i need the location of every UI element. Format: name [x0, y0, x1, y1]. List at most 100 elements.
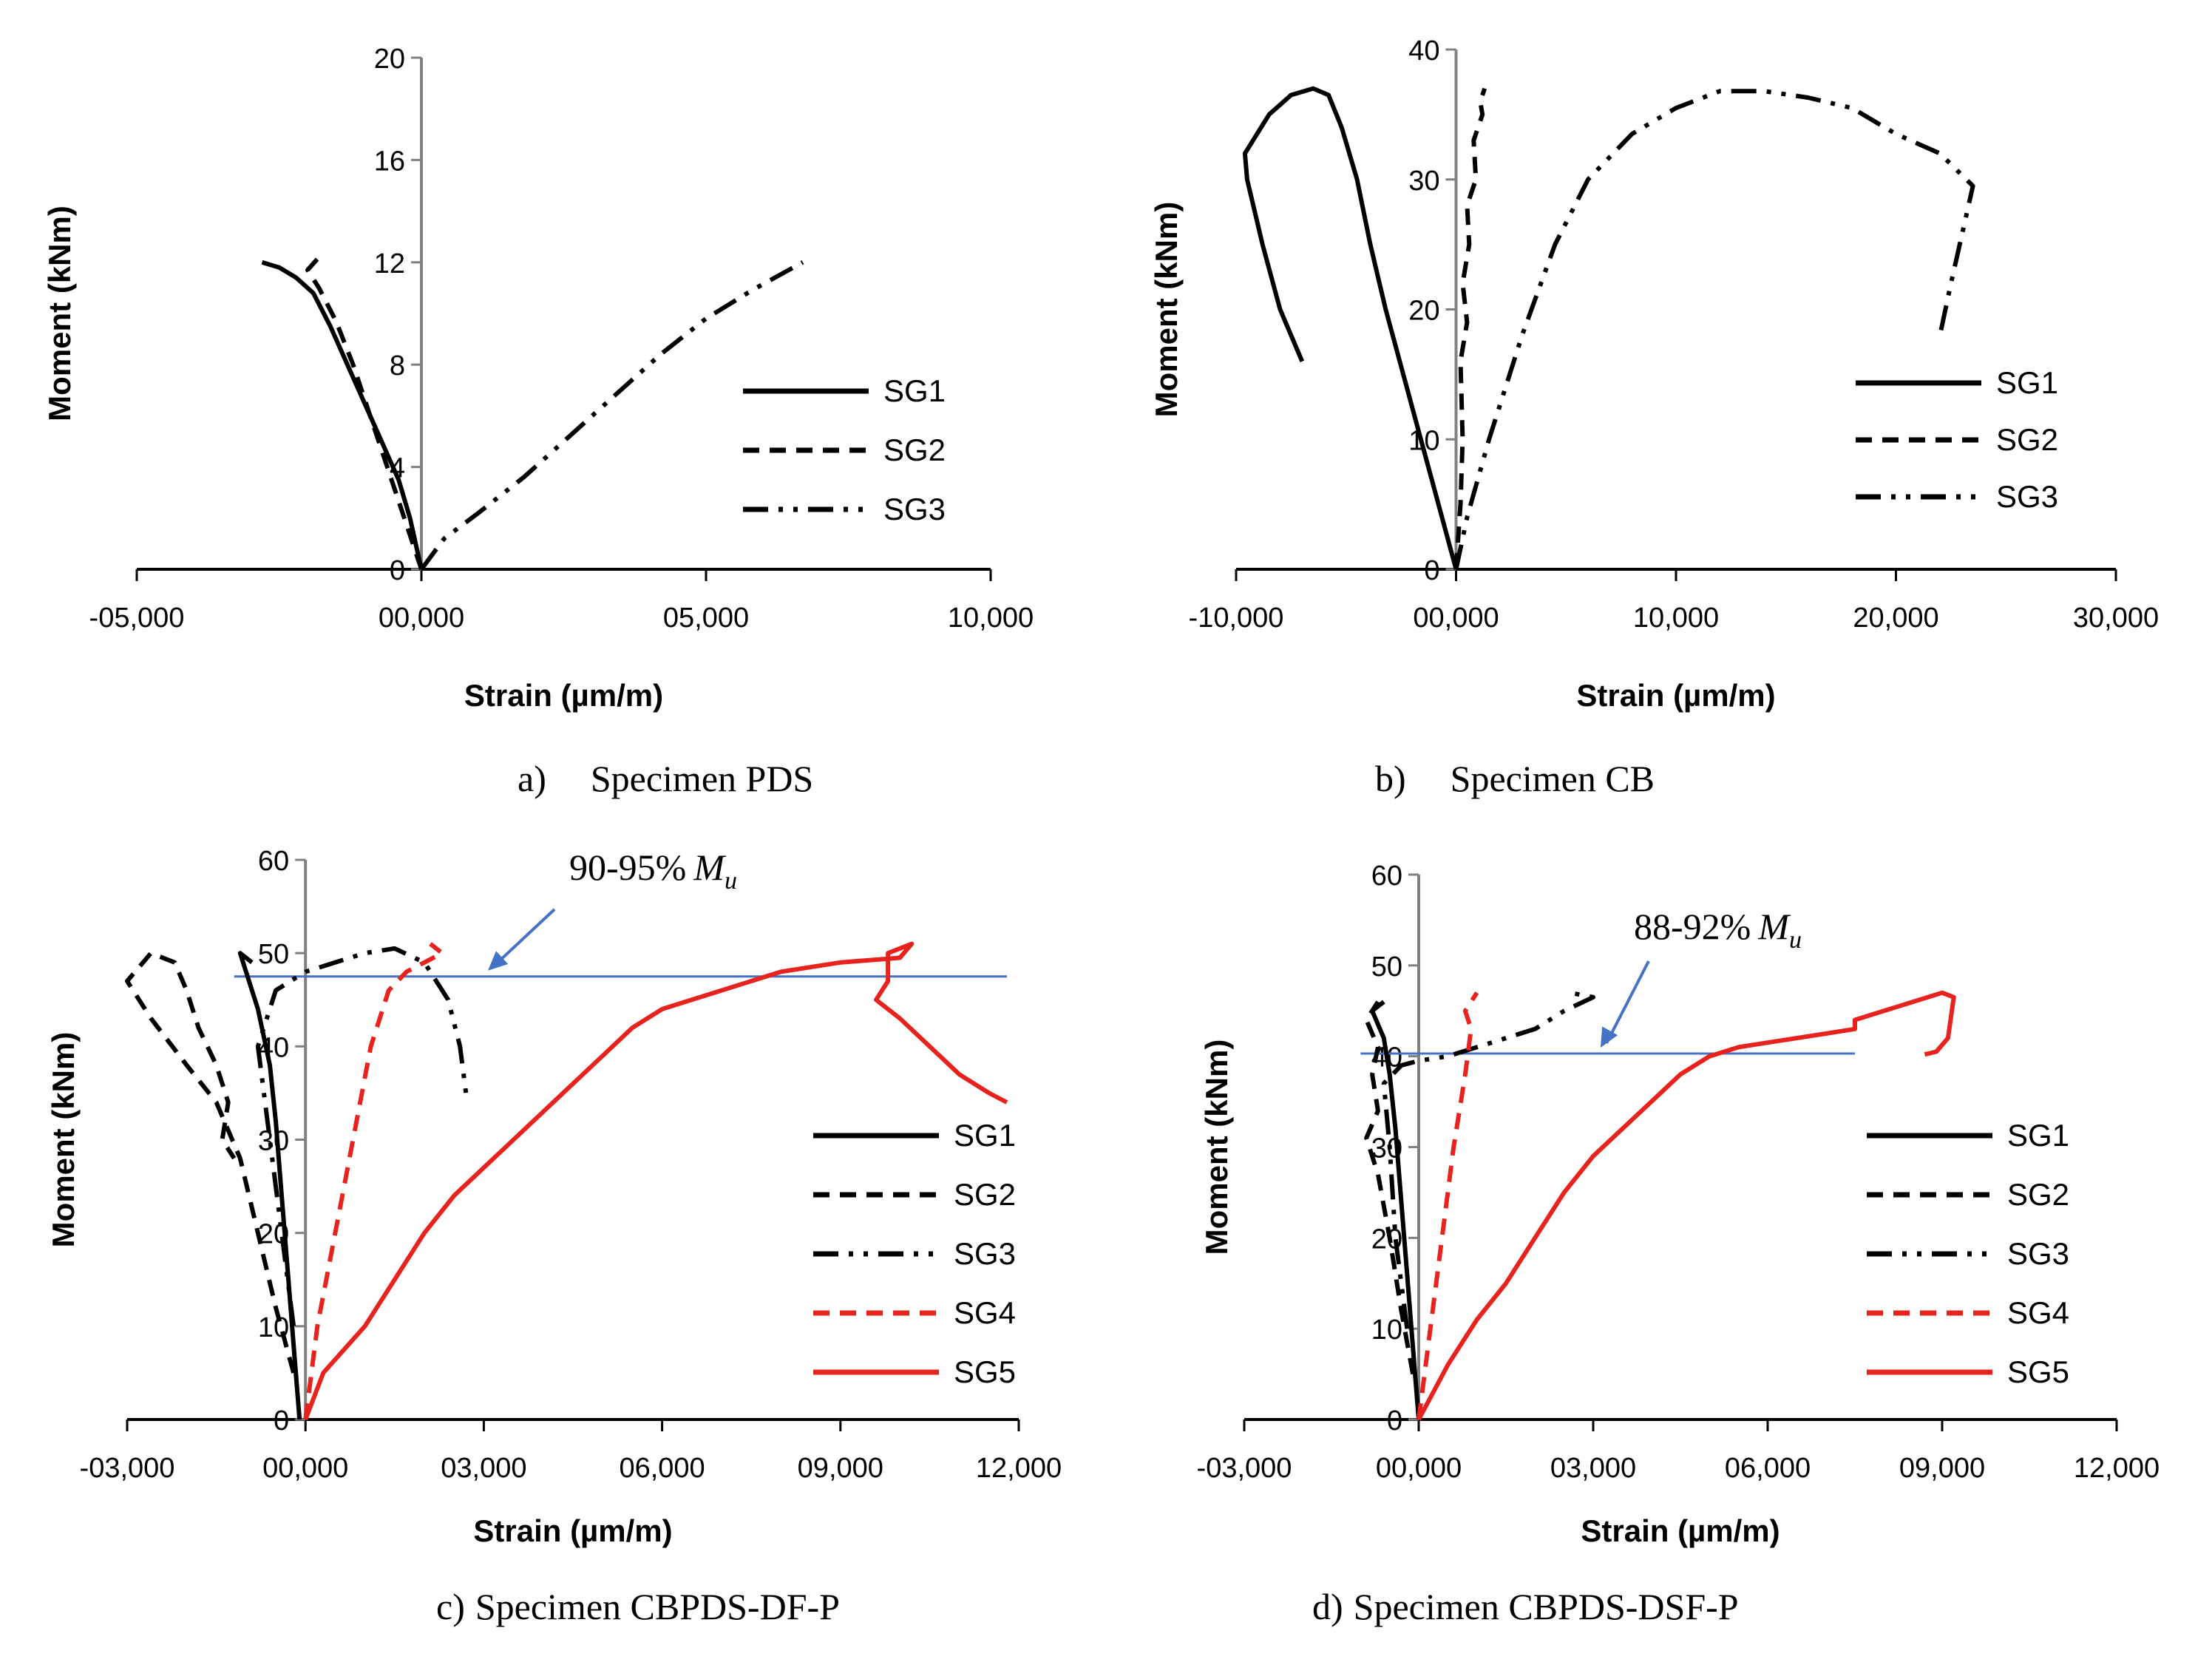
y-tick-label: 4 [390, 453, 405, 484]
x-tick-label: 06,000 [1725, 1453, 1811, 1484]
x-tick-label: 06,000 [619, 1453, 705, 1484]
y-tick-label: 0 [1424, 555, 1439, 586]
y-tick-label: 8 [390, 350, 405, 381]
chart-panel-c: -03,000 00,000 03,000 06,000 09,000 12,000010… [46, 846, 1062, 1627]
series-sg3-line [1381, 990, 1595, 1329]
y-tick-label: 50 [258, 939, 289, 970]
y-tick-label: 0 [274, 1405, 289, 1437]
x-tick-label: 03,000 [1550, 1453, 1636, 1484]
legend-label-sg5: SG5 [954, 1354, 1016, 1389]
legend-label-sg3: SG3 [1996, 479, 2058, 514]
series-sg3-line [419, 260, 804, 571]
caption-letter: c) [436, 1586, 465, 1627]
annotation-percent: 90-95% [569, 847, 686, 888]
legend-label-sg2: SG2 [2007, 1177, 2069, 1212]
panel-caption: c) Specimen CBPDS-DF-P [436, 1586, 840, 1627]
annotation-label: 88-92% Mu [1634, 906, 1802, 954]
x-tick-label: -03,000 [80, 1453, 175, 1484]
series-sg1-line [261, 260, 424, 570]
x-tick-label: 09,000 [798, 1453, 883, 1484]
y-tick-label: 0 [1387, 1405, 1402, 1437]
y-axis-title: Moment (kNm) [1149, 202, 1184, 418]
panel-caption: b) Specimen CB [1375, 758, 1655, 799]
legend-label-sg4: SG4 [2007, 1295, 2069, 1330]
x-tick-label: 30,000 [2073, 603, 2159, 634]
x-tick-label: 00,000 [1413, 603, 1499, 634]
caption-letter: b) [1375, 758, 1406, 799]
x-tick-label: 09,000 [1899, 1453, 1985, 1484]
annotation-sub: u [1789, 926, 1802, 954]
x-tick-label: 12,000 [2074, 1453, 2160, 1484]
series-sg2-line [1364, 1000, 1416, 1375]
caption-text: Specimen CB [1451, 758, 1655, 799]
x-tick-label: 00,000 [1376, 1453, 1462, 1484]
y-axis-title: Moment (kNm) [42, 206, 77, 421]
x-axis-title: Strain (µm/m) [1576, 678, 1775, 713]
caption-letter: d) [1312, 1586, 1343, 1627]
annotation-percent: 88-92% [1634, 906, 1751, 947]
x-tick-label: 03,000 [441, 1453, 526, 1484]
panel-caption: a) Specimen PDS [518, 758, 813, 799]
panel-caption: d) Specimen CBPDS-DSF-P [1312, 1586, 1739, 1627]
legend-label-sg3: SG3 [2007, 1236, 2069, 1271]
y-tick-label: 12 [374, 248, 405, 279]
x-axis-title: Strain (µm/m) [464, 678, 663, 713]
x-tick-label: -10,000 [1189, 603, 1284, 634]
legend-label-sg2: SG2 [1996, 422, 2058, 457]
series-sg1-line [1370, 1000, 1421, 1420]
series-sg4-line [1417, 991, 1479, 1420]
annotation-m: M [1757, 906, 1791, 947]
legend-label-sg3: SG3 [954, 1236, 1016, 1271]
annotation-arrow [1605, 960, 1650, 1044]
annotation-arrowhead [1601, 1026, 1618, 1048]
legend-label-sg1: SG1 [2007, 1118, 2069, 1153]
annotation-label: 90-95% Mu [569, 847, 737, 895]
chart-panel-a: -05,000 00,000 05,000 10,000 0 4 8 12 16 20 Strain… [42, 44, 1034, 799]
annotation-sub: u [725, 867, 737, 895]
series-sg3-line [255, 946, 469, 1327]
series-sg1-line [1242, 86, 1459, 570]
y-tick-label: 10 [1371, 1315, 1402, 1346]
legend-label-sg1: SG1 [954, 1118, 1016, 1153]
x-tick-label: 12,000 [976, 1453, 1062, 1484]
x-tick-label: 10,000 [948, 603, 1034, 634]
caption-text: Specimen CBPDS-DF-P [475, 1586, 840, 1627]
x-tick-label: 00,000 [379, 603, 464, 634]
y-axis-title: Moment (kNm) [1199, 1039, 1234, 1255]
annotation-arrow [492, 908, 556, 968]
chart-panel-d: -03,000 00,000 03,000 06,000 09,000 12,000 0 10… [1197, 861, 2160, 1627]
x-tick-label: 00,000 [262, 1453, 348, 1484]
caption-text: Specimen PDS [591, 758, 813, 799]
x-tick-label: -03,000 [1197, 1453, 1292, 1484]
y-axis-title: Moment (kNm) [46, 1032, 81, 1248]
y-tick-label: 40 [1408, 35, 1439, 67]
y-tick-label: 60 [1371, 861, 1402, 892]
series-sg4-line [303, 942, 445, 1420]
legend-label-sg1: SG1 [1996, 365, 2058, 400]
x-tick-label: 05,000 [663, 603, 749, 634]
annotation-m: M [693, 847, 726, 888]
y-tick-label: 20 [374, 44, 405, 75]
series-sg2-line [1453, 87, 1487, 570]
y-tick-label: 30 [1408, 166, 1439, 197]
chart-panel-b: -10,000 00,000 10,000 20,000 30,000010203040… [1149, 35, 2159, 799]
x-axis-title: Strain (µm/m) [473, 1513, 672, 1548]
series-sg3-line [1453, 89, 1975, 570]
legend-label-sg2: SG2 [883, 433, 946, 467]
legend-label-sg4: SG4 [954, 1295, 1016, 1330]
annotation-arrowhead [488, 951, 509, 971]
y-tick-label: 0 [390, 555, 405, 586]
x-tick-label: -05,000 [89, 603, 185, 634]
series-sg2-line [125, 951, 296, 1374]
x-tick-label: 20,000 [1853, 603, 1938, 634]
legend-label-sg2: SG2 [954, 1177, 1016, 1212]
legend-label-sg1: SG1 [883, 373, 946, 408]
y-tick-label: 50 [1371, 952, 1402, 983]
y-tick-label: 30 [258, 1126, 289, 1157]
legend-label-sg5: SG5 [2007, 1354, 2069, 1389]
caption-text: Specimen CBPDS-DSF-P [1354, 1586, 1739, 1627]
series-sg5-line [1417, 990, 1956, 1421]
y-tick-label: 60 [258, 846, 289, 877]
x-tick-label: 10,000 [1633, 603, 1719, 634]
